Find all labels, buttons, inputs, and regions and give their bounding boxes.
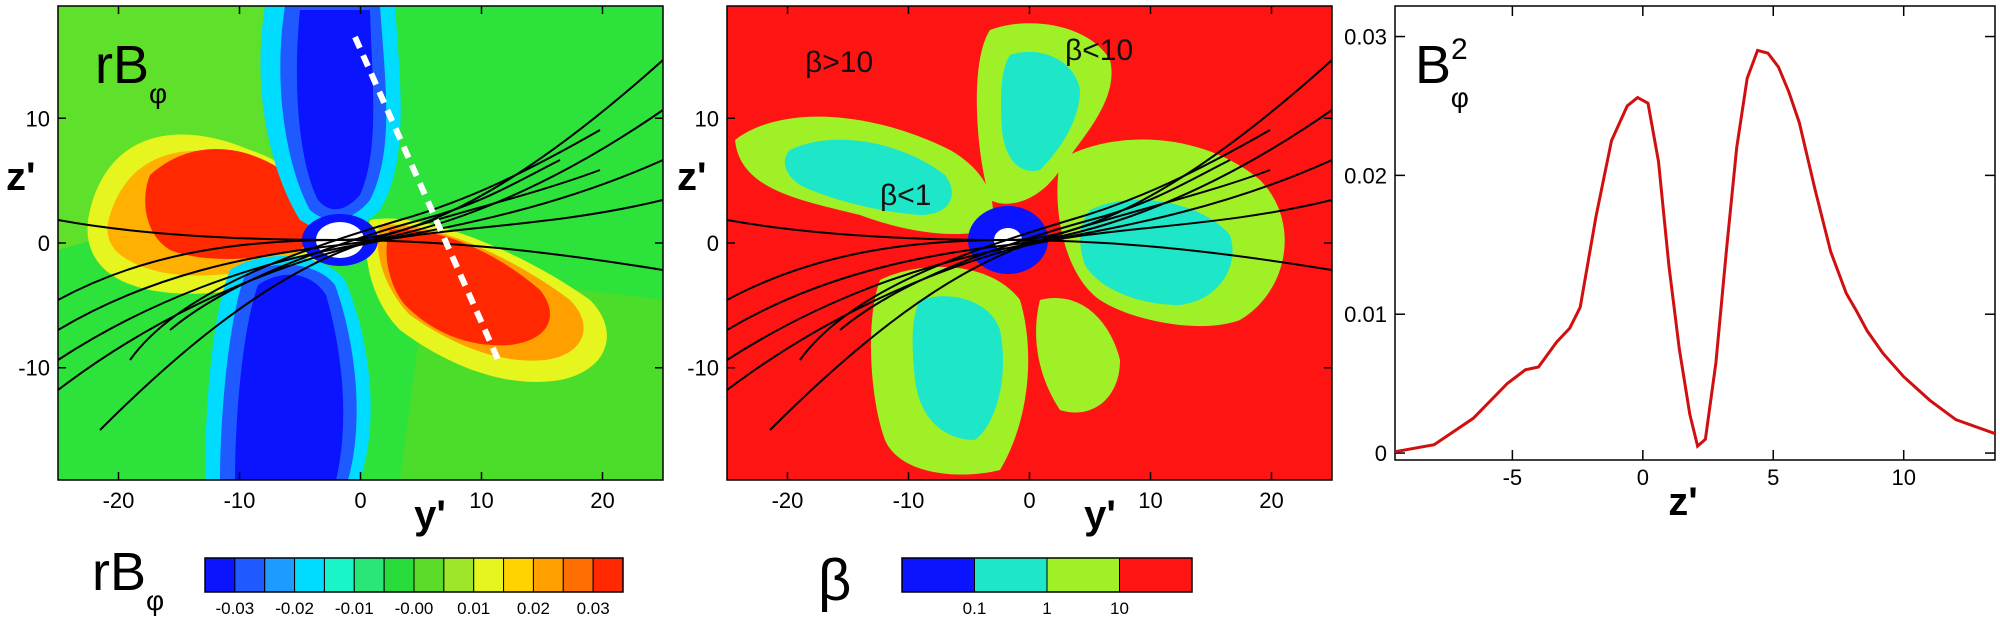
y-tick-label: 0.03 [1344,25,1387,50]
panel-beta: -20 -10 0 10 20 10 0 -10 β>10 β<10 β<1 y' z' [677,5,1333,537]
colorbar-swatch [1046,557,1120,593]
colorbar-swatch [264,557,296,593]
bphi2-panel-label: B2 φ [1415,33,1469,113]
beta-field [727,6,1332,480]
x-tick-label: 20 [590,488,614,513]
colorbar-beta: β 0.1 1 10 [818,548,1193,618]
colorbar-swatch [532,557,564,593]
colorbar-rbphi-swatches [204,557,624,593]
bphi2-frame [1394,5,1996,461]
panel-rbphi: -20 -10 0 10 20 10 0 -10 rBφ y' z' [6,5,664,537]
x-tick-label: -20 [772,488,804,513]
rbphi-xlabel: y' [414,493,446,537]
rbphi-panel-label-sub: φ [149,78,167,109]
colorbar-rbphi-label-sub: φ [146,585,164,616]
colorbar-frame [901,557,1193,593]
beta-xlabel: y' [1084,493,1116,537]
bphi2-series-line [1395,48,1995,454]
y-tick-label: 0 [38,231,50,256]
colorbar-beta-label: β [818,548,851,613]
beta-ylabel: z' [677,155,707,199]
colorbar-rbphi-label-main: rB [92,542,146,602]
colorbar-tick-label: 0.03 [577,599,610,618]
colorbar-swatch [974,557,1048,593]
rbphi-field [58,6,663,480]
y-tick-label: 0.01 [1344,302,1387,327]
colorbar-tick-label: 0.01 [457,599,490,618]
colorbar-swatch [473,557,505,593]
bphi2-panel-label-main: B [1415,35,1451,95]
colorbar-tick-label: -0.03 [215,599,254,618]
y-tick-label: 0 [1375,441,1387,466]
y-tick-label: 0 [707,231,719,256]
colorbar-rbphi: rBφ -0.03 -0.02 -0.01 -0.00 0.01 0.02 0.03 [92,542,624,618]
bphi2-ticks: -5 0 5 10 0 0.01 0.02 0.03 [1344,6,1995,490]
colorbar-swatch [294,557,325,593]
x-tick-label: 0 [354,488,366,513]
y-tick-label: -10 [687,356,719,381]
bphi2-panel-label-sub: φ [1451,82,1469,113]
colorbar-swatch [204,557,236,593]
colorbar-tick-label: -0.01 [335,599,374,618]
bphi2-xlabel: z' [1668,480,1698,524]
colorbar-swatch [234,557,266,593]
colorbar-frame [204,557,624,593]
colorbar-tick-label: -0.02 [275,599,314,618]
colorbar-swatch [383,557,415,593]
x-tick-label: 0 [1023,488,1035,513]
x-tick-label: 20 [1259,488,1283,513]
colorbar-swatch [592,557,624,593]
colorbar-tick-label: 1 [1042,599,1051,618]
rbphi-ticks: -20 -10 0 10 20 10 0 -10 [18,6,663,513]
panel-bphi2: -5 0 5 10 0 0.01 0.02 0.03 B2 φ z' [1344,5,1996,524]
y-tick-label: -10 [18,356,50,381]
beta-field-lines [727,59,1332,431]
y-tick-label: 10 [26,106,50,131]
colorbar-rbphi-ticks: -0.03 -0.02 -0.01 -0.00 0.01 0.02 0.03 [215,599,609,618]
colorbar-swatch [413,557,445,593]
rbphi-ylabel: z' [6,155,36,199]
colorbar-swatch [1119,557,1193,593]
x-tick-label: -10 [893,488,925,513]
beta-annotation-2: β<1 [880,179,931,212]
colorbar-swatch [443,557,475,593]
y-tick-label: 0.02 [1344,163,1387,188]
x-tick-label: -5 [1503,465,1523,490]
x-tick-label: 10 [1138,488,1162,513]
y-tick-label: 10 [695,106,719,131]
colorbar-swatch [353,557,385,593]
beta-annotation-1: β<10 [1065,34,1133,67]
bphi2-panel-label-sup: 2 [1451,33,1468,66]
colorbar-swatch [562,557,594,593]
x-tick-label: 5 [1767,465,1779,490]
rbphi-panel-label: rBφ [95,35,167,109]
colorbar-swatch [323,557,355,593]
colorbar-beta-ticks: 0.1 1 10 [963,599,1129,618]
x-tick-label: 10 [469,488,493,513]
x-tick-label: -20 [103,488,135,513]
rbphi-field-lines [58,59,663,431]
colorbar-tick-label: 10 [1110,599,1129,618]
beta-annotation-0: β>10 [805,46,873,79]
colorbar-swatch [901,557,975,593]
colorbar-rbphi-label: rBφ [92,542,164,616]
x-tick-label: 10 [1891,465,1915,490]
colorbar-tick-label: 0.1 [963,599,987,618]
rbphi-panel-label-main: rB [95,35,149,95]
colorbar-swatch [503,557,534,593]
colorbar-tick-label: 0.02 [517,599,550,618]
x-tick-label: -10 [224,488,256,513]
x-tick-label: 0 [1637,465,1649,490]
beta-ticks: -20 -10 0 10 20 10 0 -10 [687,6,1332,513]
colorbar-beta-swatches [901,557,1193,593]
colorbar-tick-label: -0.00 [395,599,434,618]
